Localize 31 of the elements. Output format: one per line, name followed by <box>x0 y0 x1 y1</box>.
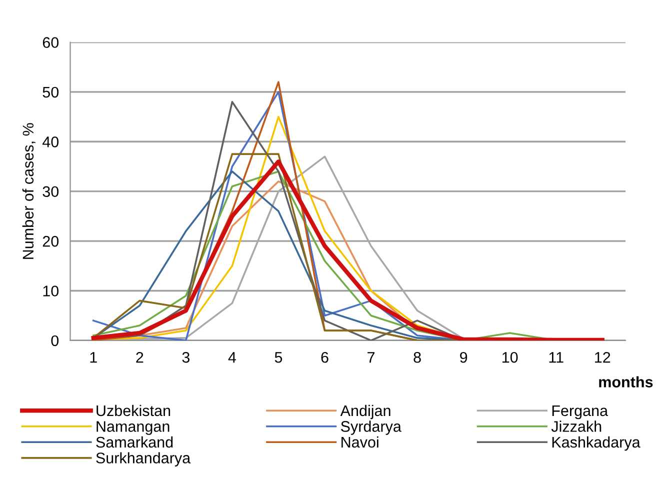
legend-label: Syrdarya <box>340 420 402 435</box>
x-tick-label: 12 <box>595 352 610 363</box>
legend-label: Uzbekistan <box>96 404 170 416</box>
x-tick-label: 2 <box>136 352 144 363</box>
legend-label: Kashkadarya <box>552 436 640 451</box>
legend-label: Navoi <box>342 436 378 448</box>
y-tick-label: 10 <box>43 286 59 296</box>
x-axis-title: months <box>599 376 653 388</box>
y-tick-label: 40 <box>42 136 59 148</box>
x-tick-label: 8 <box>414 352 421 363</box>
y-tick-label: 20 <box>42 236 59 247</box>
legend-label: Jizzakh <box>551 420 602 432</box>
legend-label: Fergana <box>552 405 608 420</box>
y-tick-label: 60 <box>42 37 59 48</box>
x-tick-label: 1 <box>90 352 97 363</box>
y-tick-label: 50 <box>42 86 59 98</box>
legend-label: Surkhandarya <box>96 452 191 466</box>
y-tick-label: 0 <box>51 335 59 346</box>
legend-label: Samarkand <box>96 436 173 448</box>
x-tick-label: 4 <box>228 352 236 363</box>
legend-label: Namangan <box>96 421 170 435</box>
x-tick-label: 9 <box>460 352 468 363</box>
x-tick-label: 3 <box>182 352 190 363</box>
x-tick-label: 7 <box>368 352 374 363</box>
y-tick-label: 30 <box>42 186 59 198</box>
x-tick-label: 6 <box>321 352 328 363</box>
y-axis-title: Number of cases, % <box>22 123 36 259</box>
x-tick-label: 11 <box>549 352 564 363</box>
x-tick-label: 5 <box>274 352 282 363</box>
x-tick-label: 10 <box>502 352 518 363</box>
legend-label: Andijan <box>340 404 390 420</box>
